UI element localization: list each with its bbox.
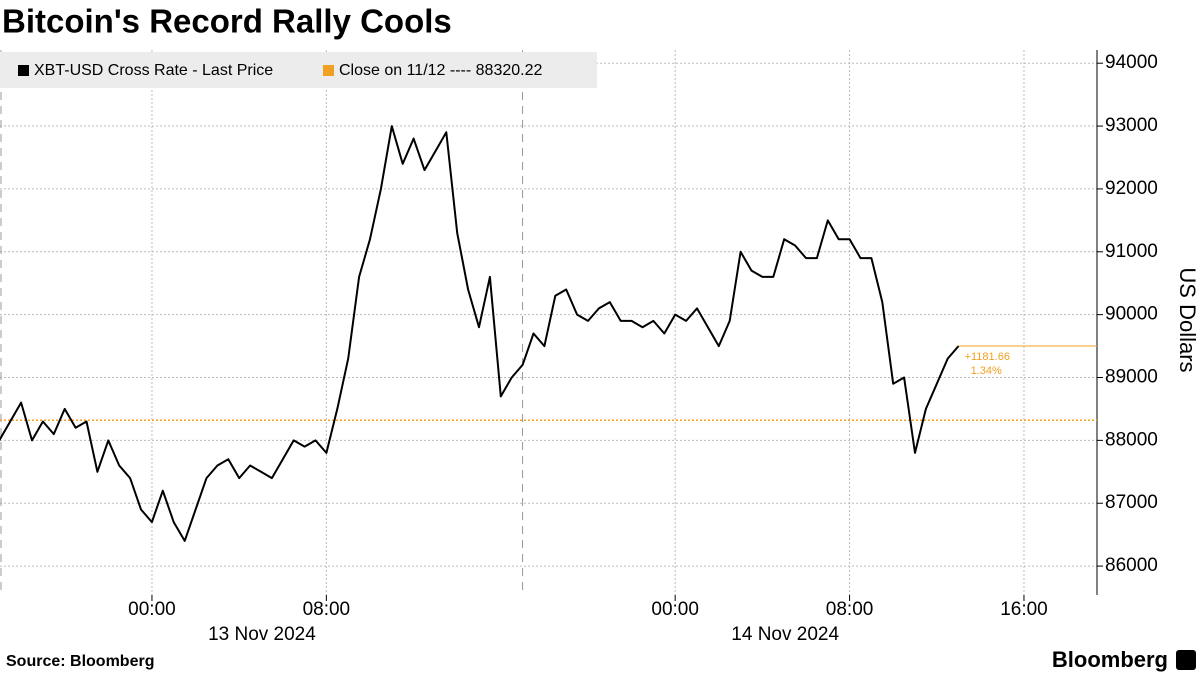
y-tick-label: 88000 xyxy=(1105,429,1158,450)
chart-title: Bitcoin's Record Rally Cools xyxy=(2,3,452,40)
brand-icon xyxy=(1176,650,1196,670)
change-label: +1181.66 xyxy=(965,351,1010,363)
x-tick-label: 08:00 xyxy=(303,599,351,620)
y-tick-label: 89000 xyxy=(1105,367,1158,388)
x-tick-label: 00:00 xyxy=(651,599,699,620)
legend-label: Close on 11/12 ---- 88320.22 xyxy=(339,62,542,79)
y-tick-label: 90000 xyxy=(1105,304,1158,325)
legend-swatch xyxy=(18,65,29,76)
x-tick-label: 00:00 xyxy=(128,599,176,620)
y-tick-label: 87000 xyxy=(1105,492,1158,513)
y-tick-label: 91000 xyxy=(1105,241,1158,262)
x-date-label: 13 Nov 2024 xyxy=(208,624,316,645)
x-date-label: 14 Nov 2024 xyxy=(731,624,839,645)
y-tick-label: 93000 xyxy=(1105,115,1158,136)
y-tick-label: 94000 xyxy=(1105,52,1158,73)
y-tick-label: 86000 xyxy=(1105,555,1158,576)
brand: Bloomberg xyxy=(1052,647,1168,672)
x-tick-label: 08:00 xyxy=(826,599,874,620)
legend-swatch xyxy=(323,65,334,76)
legend-label: XBT-USD Cross Rate - Last Price xyxy=(34,62,273,79)
legend-box xyxy=(0,52,597,88)
change-pct-label: 1.34% xyxy=(971,365,1002,377)
y-axis-label: US Dollars xyxy=(1175,267,1200,372)
source: Source: Bloomberg xyxy=(6,653,154,670)
price-line xyxy=(0,125,960,542)
y-tick-label: 92000 xyxy=(1105,178,1158,199)
x-tick-label: 16:00 xyxy=(1000,599,1048,620)
